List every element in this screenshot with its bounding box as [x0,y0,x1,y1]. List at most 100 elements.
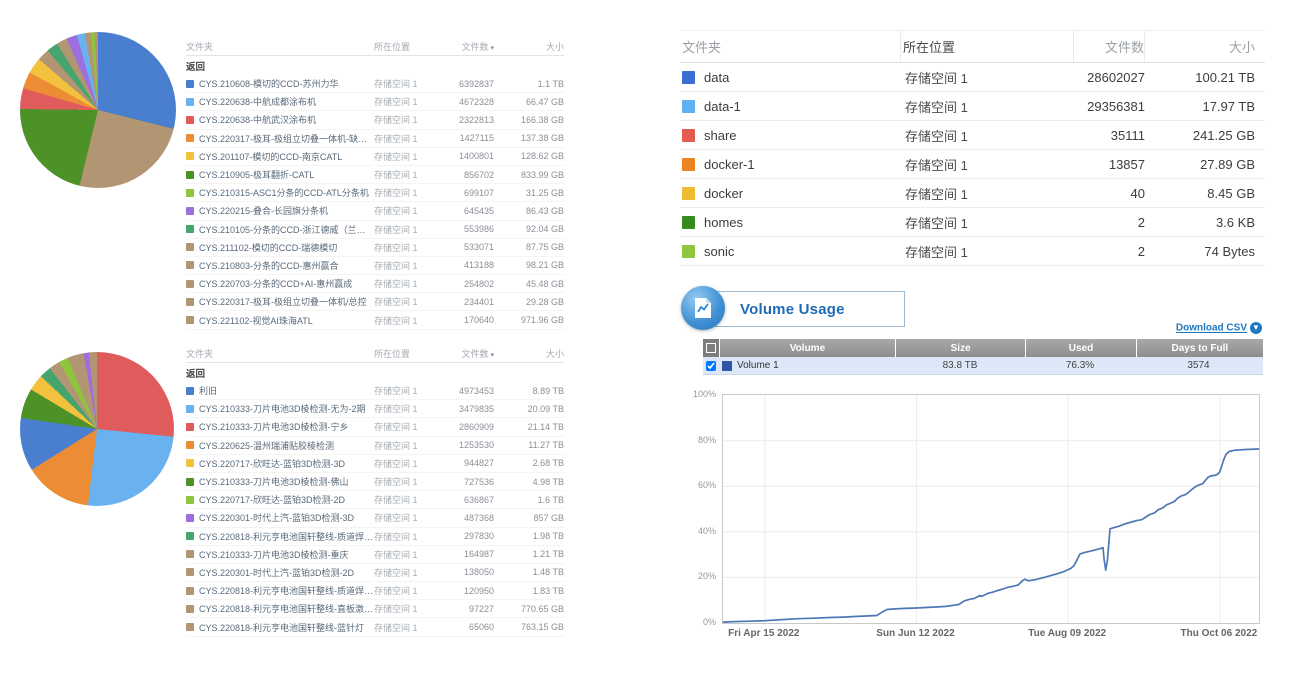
folder-color-swatch [186,586,194,595]
column-header-used[interactable]: Used [1026,339,1137,357]
folder-color-swatch [186,459,194,468]
folder-row[interactable]: CYS.210333-刀片电池3D棱检测-重庆 存储空间 1 164987 1.… [186,546,564,564]
folder-size: 137.38 GB [520,133,564,144]
column-header-folder[interactable]: 文件夹 [682,40,722,55]
column-header-size[interactable]: 大小 [1144,31,1265,62]
shared-folder-row[interactable]: docker-1 存储空间 1 13857 27.89 GB [680,150,1265,179]
table-header: 文件夹 所在位置 文件数 ▾ 大小 [186,345,564,363]
back-link[interactable]: 返回 [186,62,206,73]
folder-color-swatch [682,99,695,113]
folder-row[interactable]: CYS.210608-模切的CCD-苏州力华 存储空间 1 6392837 1.… [186,75,564,94]
folder-row[interactable]: CYS.211102-模切的CCD-瑞德模切 存储空间 1 533071 87.… [186,239,564,257]
folder-size: 86.43 GB [525,205,564,216]
folder-row[interactable]: CYS.210333-刀片电池3D棱检测-无为-2期 存储空间 1 347983… [186,400,564,419]
column-header-location[interactable]: 所在位置 [374,349,411,359]
y-axis-tick-label: 20% [697,571,716,582]
folder-filecount: 29356381 [1087,98,1145,114]
folder-row[interactable]: CYS.210333-刀片电池3D棱检测-佛山 存储空间 1 727536 4.… [186,473,564,492]
folder-color-swatch [186,225,194,234]
folder-row[interactable]: CYS.220317-极耳-极组立切叠一体机/总控 存储空间 1 234401 … [186,293,564,312]
folder-row[interactable]: CYS.210905-极耳翻折-CATL 存储空间 1 856702 833.9… [186,166,564,185]
column-header-volume[interactable]: Volume [720,339,896,357]
column-header-size[interactable]: Size [896,339,1027,357]
folder-row[interactable]: CYS.220215-叠合-长园旗分条机 存储空间 1 645435 86.43… [186,202,564,221]
folder-row[interactable]: CYS.220818-利元亨电池国轩整线-质道焊-3D 存储空间 1 29783… [186,528,564,546]
column-header-filecount[interactable]: 文件数 ▾ [461,349,494,359]
folder-color-swatch [186,170,194,179]
folder-name: CYS.220317-极耳-极组立切叠一体机/总控 [199,297,367,308]
folder-size: 100.21 TB [1195,69,1255,85]
shared-folder-row[interactable]: share 存储空间 1 35111 241.25 GB [680,121,1265,150]
usage-line-series [722,448,1260,623]
folder-row[interactable]: CYS.220301-时代上汽-蓝铂3D检测-3D 存储空间 1 487368 … [186,509,564,528]
folder-name: CYS.220215-叠合-长园旗分条机 [199,206,329,217]
folder-row[interactable]: CYS.220638-中航武汉涂布机 存储空间 1 2322813 166.38… [186,111,564,130]
column-header-location[interactable]: 所在位置 [374,42,411,52]
folder-color-swatch [186,623,194,632]
folder-row[interactable]: CYS.220717-欣旺达-蓝铂3D检测-3D 存储空间 1 944827 2… [186,455,564,473]
folder-size: 4.98 TB [532,476,564,487]
folder-row[interactable]: CYS.220625-温州瑞浦贴胶棱检测 存储空间 1 1253530 11.2… [186,437,564,455]
folder-row[interactable]: CYS.220317-极耳-极组立切叠一体机-缺陷检测 存储空间 1 14271… [186,130,564,148]
folder-location: 存储空间 1 [374,297,418,308]
folder-row[interactable]: CYS.201107-模切的CCD-南京CATL 存储空间 1 1400801 … [186,148,564,166]
volume-usage-line-chart: 0% 20% 40% 60% 80% 100% Fri Apr 15 2022 Sun Jun… [680,386,1290,644]
folder-row[interactable]: CYS.220818-利元亨电池国轩整线-直板激光焊接-... 存储空间 1 9… [186,600,564,619]
folder-location: 存储空间 1 [374,242,418,253]
column-header-folder[interactable]: 文件夹 [186,349,214,359]
folder-name: CYS.220638-中航成都涂布机 [199,97,317,108]
folder-name: CYS.220301-时代上汽-蓝铂3D检测-3D [199,513,355,524]
folder-name: CYS.210333-刀片电池3D棱检测-宁乡 [199,422,349,433]
folder-row[interactable]: CYS.220818-利元亨电池国轩整线-质道焊-2D 存储空间 1 12095… [186,582,564,601]
folder-color-swatch [682,157,695,171]
folder-filecount: 2860909 [458,421,494,432]
folder-filecount: 97227 [468,603,494,614]
shared-folder-row[interactable]: data-1 存储空间 1 29356381 17.97 TB [680,92,1265,121]
folder-row[interactable]: CYS.210333-刀片电池3D棱检测-宁乡 存储空间 1 2860909 2… [186,418,564,437]
folder-row[interactable]: 利旧 存储空间 1 4973453 8.89 TB [186,382,564,401]
folder-location: 存储空间 1 [374,115,418,126]
folder-row[interactable]: CYS.221102-视觉AI珠海ATL 存储空间 1 170640 971.9… [186,311,564,330]
back-link[interactable]: 返回 [186,369,206,380]
checkbox-icon [705,343,716,353]
folder-location: 存储空间 1 [374,404,418,415]
folder-size: 21.14 TB [527,421,564,432]
column-header-days-to-full[interactable]: Days to Full [1171,342,1229,354]
column-header-size[interactable]: 大小 [545,42,564,52]
folder-row[interactable]: CYS.220301-时代上汽-蓝铂3D检测-2D 存储空间 1 138050 … [186,564,564,583]
column-header-folder[interactable]: 文件夹 [186,42,214,52]
folder-name: CYS.210333-刀片电池3D棱检测-佛山 [199,477,349,488]
folder-row[interactable]: CYS.220818-利元亨电池国轩整线-蓝针灯 存储空间 1 65060 76… [186,618,564,637]
shared-folder-row[interactable]: data 存储空间 1 28602027 100.21 TB [680,63,1265,92]
shared-folder-row[interactable]: docker 存储空间 1 40 8.45 GB [680,179,1265,208]
shared-folder-row[interactable]: homes 存储空间 1 2 3.6 KB [680,208,1265,237]
column-header-filecount[interactable]: 文件数 [1073,31,1144,62]
folder-name: CYS.210333-刀片电池3D棱检测-无为-2期 [199,404,366,415]
download-csv-link[interactable]: Download CSV ▼ [1120,322,1262,334]
folder-row[interactable]: CYS.210105-分条的CCD-浙江德威（兰溪） 存储空间 1 553986… [186,221,564,239]
folder-name: CYS.220818-利元亨电池国轩整线-质道焊-2D [199,586,374,597]
folder-row[interactable]: CYS.210803-分条的CCD-惠州赢合 存储空间 1 413188 98.… [186,257,564,276]
volume-row[interactable]: Volume 1 83.8 TB 76.3% 3574 [703,357,1263,375]
folder-size: 2.68 TB [532,458,564,469]
table-header: 文件夹 所在位置 文件数 ▾ 大小 [186,38,564,56]
folder-location: 存储空间 1 [374,315,418,326]
folder-filecount: 164987 [463,549,494,560]
folder-row[interactable]: CYS.220638-中航成都涂布机 存储空间 1 4672328 66.47 … [186,93,564,112]
folder-location: 存储空间 1 [374,206,418,217]
volume-checkbox[interactable] [706,360,716,371]
folder-color-swatch [186,134,194,143]
folder-color-swatch [682,186,695,200]
folder-row[interactable]: CYS.220703-分条的CCD+AI-惠州赢成 存储空间 1 254802 … [186,275,564,294]
column-header-location[interactable]: 所在位置 [900,31,1073,62]
select-all-checkbox[interactable] [703,339,720,357]
column-header-size[interactable]: 大小 [545,349,564,359]
folder-row[interactable]: CYS.210315-ASC1分条的CCD-ATL分条机 存储空间 1 6991… [186,184,564,203]
folder-filecount: 699107 [463,187,494,198]
folder-color-swatch [186,604,194,613]
folder-location: 存储空间 1 [374,586,418,597]
folder-row[interactable]: CYS.220717-欣旺达-蓝铂3D检测-2D 存储空间 1 636867 1… [186,491,564,510]
shared-folder-row[interactable]: sonic 存储空间 1 2 74 Bytes [680,237,1265,266]
folder-filecount: 1427115 [459,133,494,144]
column-header-filecount[interactable]: 文件数 ▾ [461,42,494,52]
